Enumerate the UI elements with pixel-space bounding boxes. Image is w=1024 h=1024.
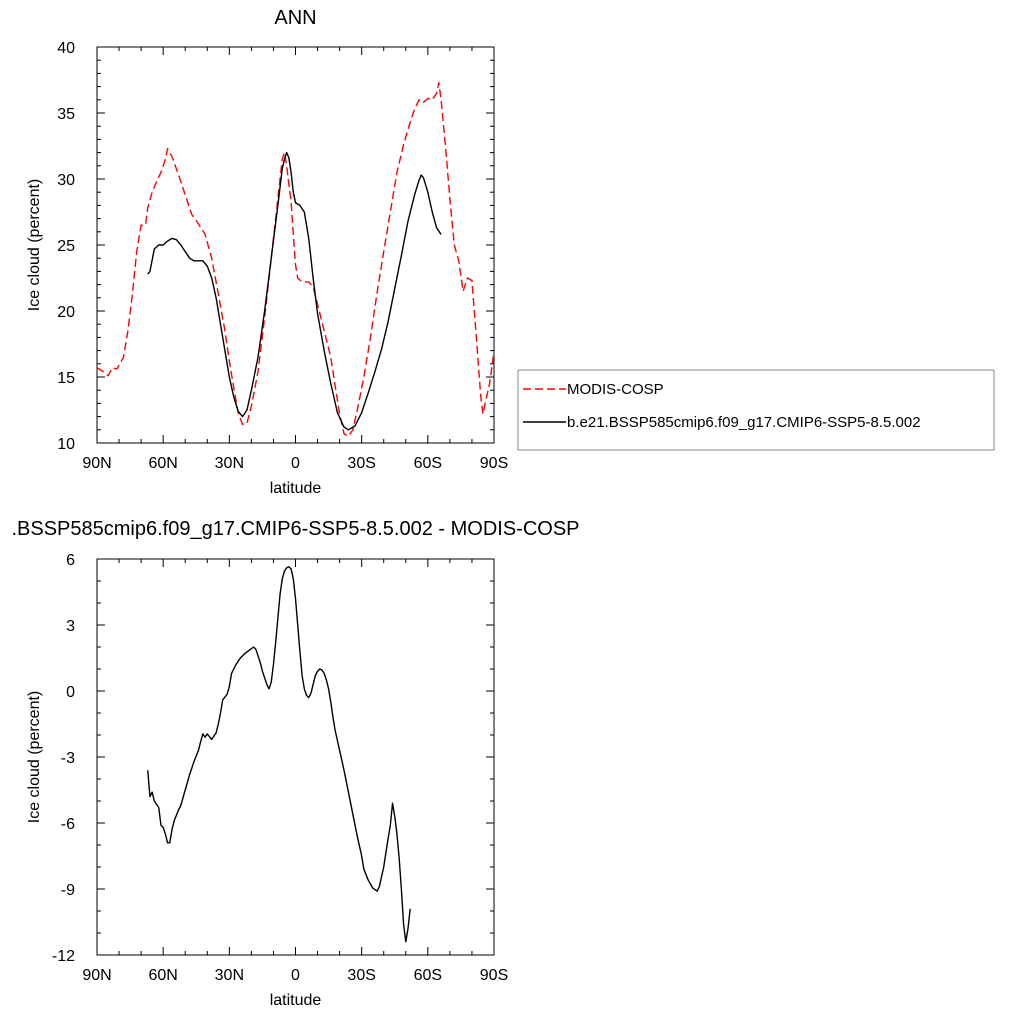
- bottom-x-tick-label: 0: [291, 967, 300, 984]
- top-x-axis-label: latitude: [270, 480, 322, 497]
- bottom-x-tick-label: 90S: [480, 967, 508, 984]
- top-series-line-1: [147, 151, 442, 431]
- top-x-tick-label: 60S: [414, 455, 442, 472]
- top-plot-frame: [96, 46, 495, 444]
- top-y-axis-label: Ice cloud (percent): [26, 179, 43, 312]
- legend: MODIS-COSP b.e21.BSSP585cmip6.f09_g17.CMI…: [517, 369, 995, 451]
- legend-label-1: b.e21.BSSP585cmip6.f09_g17.CMIP6-SSP5-8.…: [567, 414, 921, 431]
- top-x-tick-label: 0: [291, 455, 300, 472]
- bottom-series-line-0: [147, 566, 411, 943]
- bottom-x-tick-label: 30S: [347, 967, 375, 984]
- bottom-y-tick-label: 6: [66, 552, 75, 569]
- bottom-y-axis-label: Ice cloud (percent): [26, 691, 43, 824]
- bottom-y-tick-label: 0: [66, 684, 75, 701]
- legend-box: [517, 369, 995, 451]
- top-x-tick-label: 30N: [215, 455, 244, 472]
- top-x-tick-label: 30S: [347, 455, 375, 472]
- bottom-y-tick-label: 3: [66, 618, 75, 635]
- chart-top: ANN 90N 60N 30N 0 30S 60S 90S 10 15 20 25 30 35 40 lati…: [26, 7, 508, 497]
- top-y-tick-label: 15: [57, 370, 75, 387]
- bottom-x-tick-label: 60S: [414, 967, 442, 984]
- bottom-chart-title: .BSSP585cmip6.f09_g17.CMIP6-SSP5-8.5.002…: [11, 518, 579, 540]
- top-y-tick-label: 40: [57, 40, 75, 57]
- top-x-tick-label: 90N: [82, 455, 111, 472]
- chart-bottom: .BSSP585cmip6.f09_g17.CMIP6-SSP5-8.5.002…: [11, 518, 579, 1009]
- bottom-y-tick-label: -9: [61, 882, 75, 899]
- top-y-tick-label: 25: [57, 238, 75, 255]
- top-y-tick-label: 10: [57, 436, 75, 453]
- top-y-tick-label: 20: [57, 304, 75, 321]
- top-y-tick-label: 35: [57, 106, 75, 123]
- top-series-line-0: [96, 81, 495, 438]
- top-y-tick-label: 30: [57, 172, 75, 189]
- top-x-tick-label: 90S: [480, 455, 508, 472]
- legend-label-0: MODIS-COSP: [567, 381, 664, 398]
- bottom-x-tick-label: 30N: [215, 967, 244, 984]
- bottom-y-tick-label: -3: [61, 750, 75, 767]
- top-chart-title: ANN: [274, 7, 316, 29]
- bottom-x-axis-label: latitude: [270, 992, 322, 1009]
- top-x-tick-label: 60N: [148, 455, 177, 472]
- bottom-x-tick-label: 90N: [82, 967, 111, 984]
- bottom-y-tick-label: -6: [61, 816, 75, 833]
- bottom-plot-frame: [96, 558, 495, 956]
- bottom-y-tick-label: -12: [52, 948, 75, 965]
- bottom-x-tick-label: 60N: [148, 967, 177, 984]
